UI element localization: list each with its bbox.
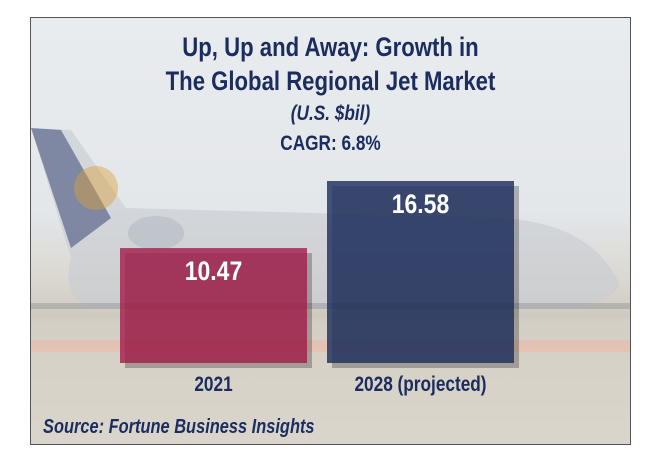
category-label-2028: 2028 (projected) xyxy=(354,373,487,396)
bar-2028 xyxy=(327,181,514,363)
chart-title-line-2: The Global Regional Jet Market xyxy=(165,66,496,96)
chart-subtitle: (U.S. $bil) xyxy=(290,102,371,125)
background-photo xyxy=(31,128,630,444)
value-label-2028: 16.58 xyxy=(391,189,450,219)
chart-frame: Up, Up and Away: Growth in The Global Re… xyxy=(30,17,631,445)
category-label-2021: 2021 xyxy=(194,373,233,396)
value-label-2021: 10.47 xyxy=(184,256,243,287)
cagr-annotation: CAGR: 6.8% xyxy=(280,132,381,155)
bar-2021 xyxy=(120,248,307,363)
source-note: Source: Fortune Business Insights xyxy=(43,416,315,438)
chart-title-line-1: Up, Up and Away: Growth in xyxy=(182,32,479,62)
